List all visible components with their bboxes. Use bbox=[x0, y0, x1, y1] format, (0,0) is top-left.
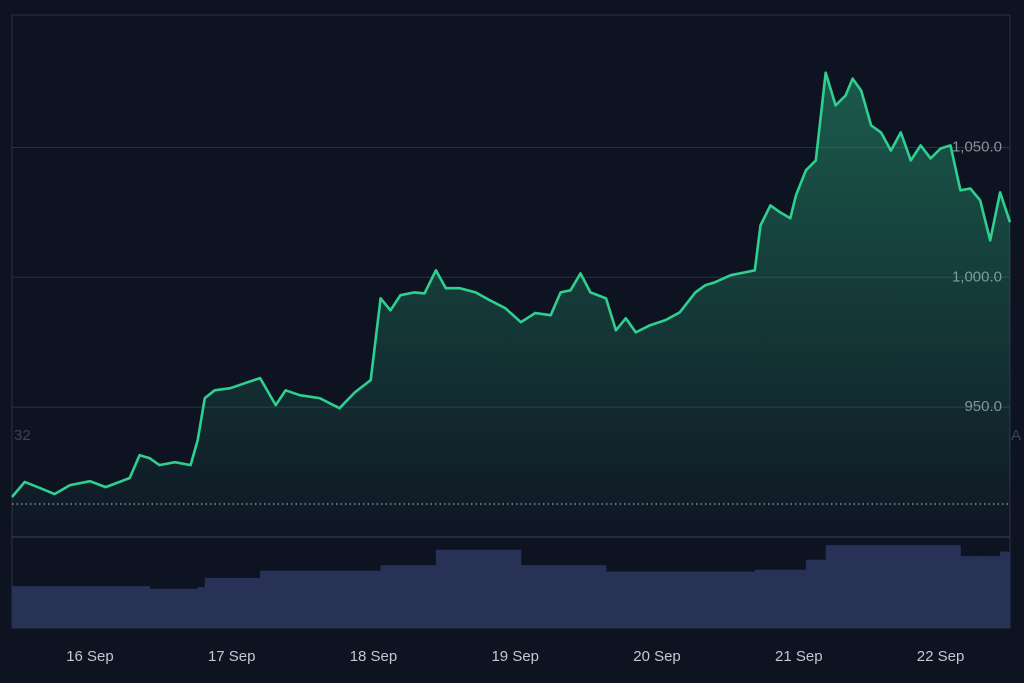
volume-bar bbox=[459, 549, 476, 628]
volume-bar bbox=[550, 565, 562, 628]
volume-bar bbox=[214, 577, 231, 628]
volume-bar bbox=[605, 571, 617, 628]
volume-bar bbox=[54, 586, 71, 628]
volume-bar bbox=[445, 549, 461, 628]
volume-bar bbox=[400, 565, 416, 628]
volume-bar bbox=[319, 570, 340, 628]
x-tick-label: 21 Sep bbox=[775, 648, 823, 665]
volume-bar bbox=[175, 588, 192, 628]
volume-bar bbox=[339, 570, 356, 628]
volume-bar bbox=[1000, 551, 1011, 628]
volume-bar bbox=[960, 556, 971, 628]
volume-bar bbox=[825, 545, 837, 628]
x-tick-label: 22 Sep bbox=[917, 648, 965, 665]
volume-bar bbox=[580, 565, 591, 628]
volume-bar bbox=[930, 545, 941, 628]
volume-bar bbox=[615, 571, 627, 628]
volume-bar bbox=[520, 565, 536, 628]
volume-bar bbox=[754, 569, 761, 628]
volume-bar bbox=[119, 586, 131, 628]
volume-bar bbox=[665, 571, 681, 628]
volume-bar bbox=[204, 577, 216, 628]
volume-bar bbox=[190, 588, 199, 628]
volume-bar bbox=[910, 545, 922, 628]
volume-bar bbox=[299, 570, 321, 628]
volume-bar bbox=[852, 545, 862, 628]
volume-bar bbox=[871, 545, 882, 628]
volume-bar bbox=[980, 556, 991, 628]
volume-bar bbox=[950, 545, 961, 628]
volume-bar bbox=[159, 588, 176, 628]
volume-bar bbox=[129, 586, 140, 628]
volume-bar bbox=[845, 545, 854, 628]
volume-bar bbox=[380, 565, 391, 628]
volume-bar bbox=[89, 586, 106, 628]
volume-bar bbox=[70, 586, 91, 628]
volume-bar bbox=[730, 571, 746, 628]
volume-bar bbox=[435, 549, 447, 628]
volume-bar bbox=[230, 577, 245, 628]
volume-bar bbox=[890, 545, 902, 628]
volume-bar bbox=[244, 577, 261, 628]
edge-label: 32 bbox=[14, 427, 31, 444]
x-tick-label: 20 Sep bbox=[633, 648, 681, 665]
volume-bar bbox=[590, 565, 607, 628]
price-line bbox=[11, 71, 1012, 498]
y-tick-label: 1,050.0 bbox=[952, 138, 1002, 155]
volume-bar bbox=[475, 549, 491, 628]
x-tick-label: 18 Sep bbox=[350, 648, 398, 665]
volume-bar bbox=[489, 549, 506, 628]
volume-bar bbox=[285, 570, 301, 628]
x-tick-label: 19 Sep bbox=[491, 648, 539, 665]
volume-bar bbox=[880, 545, 892, 628]
volume-bar bbox=[560, 565, 571, 628]
volume-bar bbox=[861, 545, 872, 628]
volume-bar bbox=[770, 569, 781, 628]
volume-bar bbox=[424, 565, 437, 628]
volume-bar bbox=[139, 586, 150, 628]
volume-bar bbox=[197, 587, 206, 628]
x-tick-label: 16 Sep bbox=[66, 648, 114, 665]
volume-bar bbox=[760, 569, 771, 628]
volume-bar bbox=[744, 571, 756, 628]
volume-bar bbox=[390, 565, 401, 628]
volume-bar bbox=[12, 586, 26, 628]
volume-bar bbox=[414, 565, 425, 628]
volume-bar bbox=[679, 571, 696, 628]
volume-bar bbox=[355, 570, 372, 628]
volume-bar bbox=[715, 571, 732, 628]
volume-bar bbox=[900, 545, 912, 628]
volume-bar bbox=[990, 556, 1001, 628]
price-area bbox=[12, 72, 1010, 537]
volume-bar bbox=[625, 571, 637, 628]
volume-bar bbox=[535, 565, 552, 628]
volume-bar bbox=[705, 571, 716, 628]
volume-bar bbox=[780, 569, 791, 628]
volume-bar bbox=[790, 569, 797, 628]
volume-bar bbox=[695, 571, 706, 628]
volume-bar bbox=[275, 570, 286, 628]
volume-bar bbox=[970, 556, 981, 628]
volume-bar bbox=[920, 545, 932, 628]
volume-bar bbox=[635, 571, 651, 628]
volume-bar bbox=[570, 565, 581, 628]
volume-bar bbox=[260, 570, 277, 628]
volume-bar bbox=[795, 569, 807, 628]
volume-bar bbox=[505, 549, 522, 628]
volume-bar bbox=[805, 559, 817, 628]
volume-bar bbox=[835, 545, 846, 628]
x-tick-label: 17 Sep bbox=[208, 648, 256, 665]
volume-bar bbox=[105, 586, 121, 628]
volume-bar bbox=[24, 586, 41, 628]
volume-bar bbox=[370, 570, 381, 628]
edge-label: A bbox=[1011, 427, 1021, 444]
volume-bar bbox=[649, 571, 666, 628]
volume-bar bbox=[149, 588, 160, 628]
volume-bar bbox=[40, 586, 55, 628]
volume-bar bbox=[940, 545, 951, 628]
volume-bar bbox=[815, 559, 827, 628]
